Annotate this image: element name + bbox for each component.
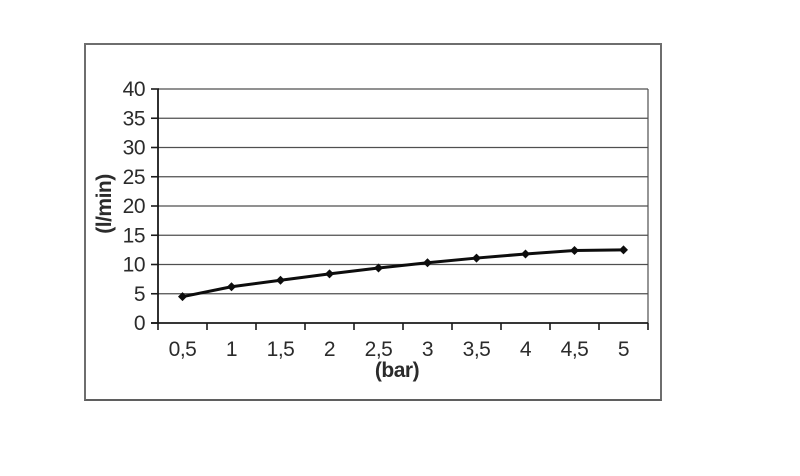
data-point-marker xyxy=(227,282,236,292)
chart-panel xyxy=(84,43,662,401)
x-tick-label: 2 xyxy=(324,338,335,361)
x-tick-label: 3,5 xyxy=(463,338,491,361)
y-tick-label: 10 xyxy=(123,254,145,277)
x-tick-label: 1 xyxy=(226,338,237,361)
data-point-marker xyxy=(374,263,383,273)
x-tick-label: 2,5 xyxy=(365,338,393,361)
y-tick-label: 25 xyxy=(123,166,145,189)
data-point-marker xyxy=(325,269,334,279)
data-point-marker xyxy=(276,275,285,285)
data-point-marker xyxy=(570,245,579,255)
data-point-marker xyxy=(521,249,530,259)
y-tick-label: 5 xyxy=(134,283,145,306)
x-tick-label: 4 xyxy=(520,338,532,361)
y-tick-label: 20 xyxy=(123,195,145,218)
y-tick-label: 30 xyxy=(123,137,145,160)
y-axis-title: (l/min) xyxy=(93,174,116,234)
data-point-marker xyxy=(472,253,481,263)
data-point-marker xyxy=(178,292,187,302)
x-tick-label: 4,5 xyxy=(561,338,589,361)
x-axis-title: (bar) xyxy=(374,359,420,382)
x-tick-label: 0,5 xyxy=(169,338,197,361)
flow-series-line xyxy=(181,248,625,299)
y-tick-label: 35 xyxy=(123,107,145,130)
x-tick-label: 5 xyxy=(618,338,629,361)
y-tick-label: 15 xyxy=(123,224,145,247)
data-point-marker xyxy=(619,245,628,255)
y-tick-label: 0 xyxy=(134,312,145,335)
data-point-marker xyxy=(423,258,432,268)
x-tick-label: 3 xyxy=(422,338,433,361)
x-tick-label: 1,5 xyxy=(267,338,295,361)
y-tick-label: 40 xyxy=(123,78,145,101)
